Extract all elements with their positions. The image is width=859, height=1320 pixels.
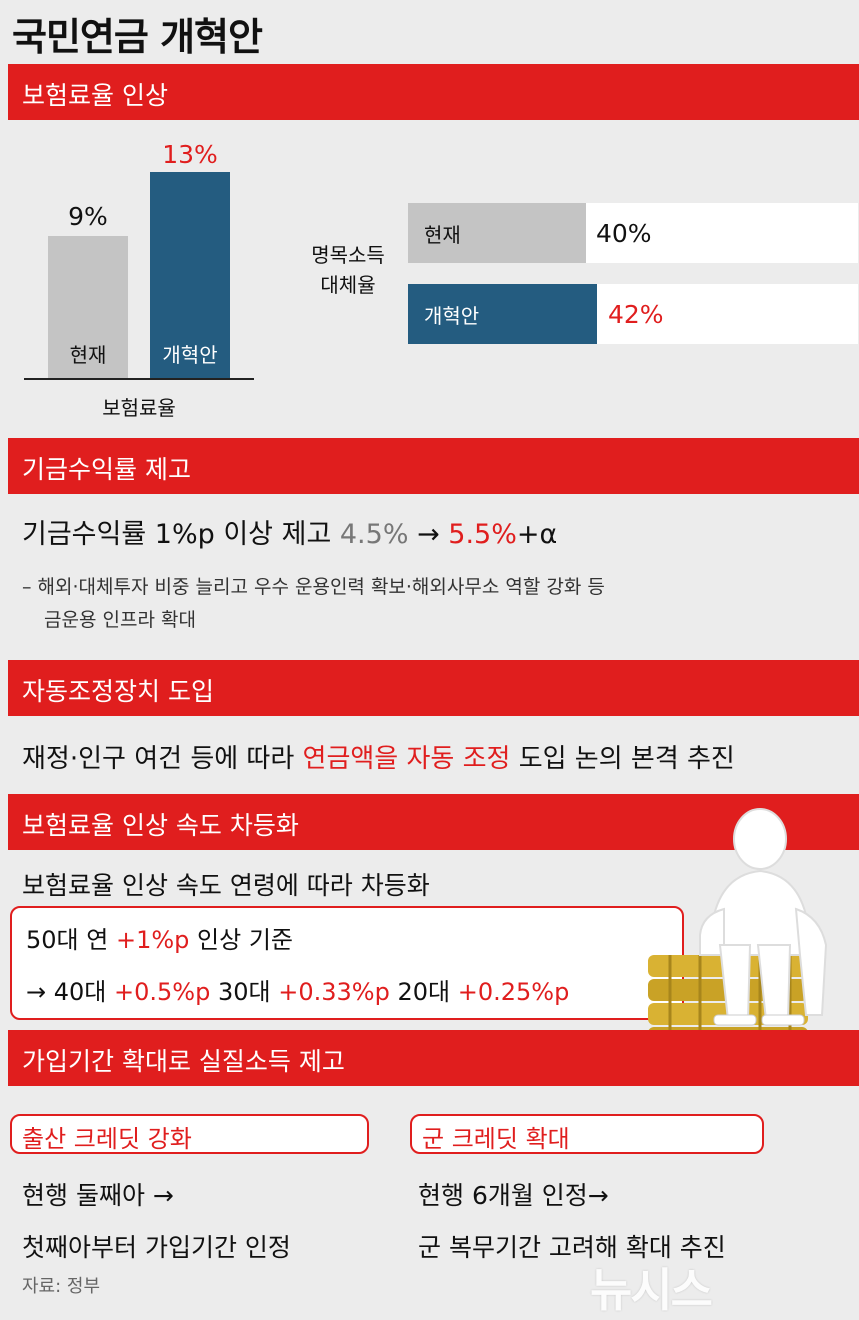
- fund-detail-line2: 금운용 인프라 확대: [44, 609, 196, 631]
- military-credit-line2: 군 복무기간 고려해 확대 추진: [418, 1233, 726, 1262]
- current-replacement-label: 현재: [424, 223, 461, 247]
- current-replacement-value: 40%: [596, 219, 652, 248]
- section-header-auto: 자동조정장치 도입: [8, 660, 859, 716]
- axis-label: 보험료율: [102, 396, 176, 420]
- fund-from: 4.5%: [339, 519, 409, 550]
- reform-bar-label: 개혁안: [162, 343, 218, 367]
- birth-credit-line2: 첫째아부터 가입기간 인정: [22, 1233, 291, 1262]
- speed-l2-20: +0.25%p: [457, 978, 570, 1006]
- speed-l1-c: 인상 기준: [197, 926, 293, 954]
- source-note: 자료: 정부: [22, 1276, 101, 1297]
- military-credit-pill: 군 크레딧 확대: [410, 1114, 764, 1154]
- reform-replacement-value: 42%: [608, 300, 664, 329]
- auto-post: 도입 논의 본격 추진: [518, 744, 735, 774]
- reform-replacement-label: 개혁안: [424, 304, 480, 328]
- fund-arrow: →: [417, 519, 440, 550]
- section-title: 자동조정장치 도입: [22, 677, 214, 706]
- section-header-speed: 보험료율 인상 속도 차등화: [8, 794, 859, 850]
- reform-premium-value: 13%: [162, 140, 218, 169]
- reform-premium-bar: 개혁안: [150, 172, 230, 378]
- birth-credit-title: 출산 크레딧 강화: [22, 1125, 192, 1153]
- axis-line: [24, 378, 254, 380]
- current-replacement-bar: [408, 203, 586, 263]
- section-title: 가입기간 확대로 실질소득 제고: [22, 1047, 345, 1076]
- current-premium-value: 9%: [68, 202, 108, 231]
- speed-box: 50대 연 +1%p 인상 기준 → 40대 +0.5%p 30대 +0.33%…: [10, 906, 684, 1020]
- current-bar-label: 현재: [69, 343, 107, 367]
- military-credit-line1: 현행 6개월 인정→: [418, 1181, 609, 1210]
- speed-l2-20label: 20대: [397, 978, 451, 1006]
- speed-l2-40: +0.5%p: [114, 978, 211, 1006]
- birth-credit-line1: 현행 둘째아 →: [22, 1181, 174, 1210]
- fund-plus: +α: [516, 519, 558, 550]
- section-header-credits: 가입기간 확대로 실질소득 제고: [8, 1030, 859, 1086]
- speed-line1: 50대 연 +1%p 인상 기준: [26, 920, 293, 955]
- speed-l2-30: +0.33%p: [278, 978, 390, 1006]
- watermark-logo: 뉴시스: [590, 1263, 713, 1317]
- fund-to: 5.5%: [448, 519, 517, 550]
- auto-pre: 재정·인구 여건 등에 따라: [22, 744, 295, 774]
- speed-line2: → 40대 +0.5%p 30대 +0.33%p 20대 +0.25%p: [26, 972, 569, 1007]
- premium-bar-chart: 9% 13% 현재 개혁안 보험료율: [0, 130, 260, 430]
- reform-replacement-bar: [408, 284, 597, 344]
- speed-l1-b: +1%p: [115, 926, 190, 954]
- speed-l2-arrow: → 40대: [26, 978, 107, 1006]
- auto-adjust-text: 재정·인구 여건 등에 따라 연금액을 자동 조정 도입 논의 본격 추진: [22, 738, 735, 775]
- current-replacement-row: 현재 40%: [408, 203, 858, 263]
- speed-l1-a: 50대 연: [26, 926, 109, 954]
- fund-lead: 기금수익률 1%p 이상 제고: [22, 519, 332, 550]
- replacement-label: 명목소득 대체율: [298, 240, 398, 300]
- fund-detail-line1: – 해외·대체투자 비중 늘리고 우수 운용인력 확보·해외사무소 역할 강화 …: [22, 576, 605, 598]
- fund-detail: – 해외·대체투자 비중 늘리고 우수 운용인력 확보·해외사무소 역할 강화 …: [22, 572, 605, 632]
- replacement-label-line1: 명목소득: [311, 243, 385, 267]
- section-title: 기금수익률 제고: [22, 455, 191, 484]
- speed-lead: 보험료율 인상 속도 연령에 따라 차등화: [22, 871, 430, 900]
- military-credit-title: 군 크레딧 확대: [422, 1125, 570, 1153]
- reform-replacement-row: 개혁안 42%: [408, 284, 858, 344]
- fund-return-headline: 기금수익률 1%p 이상 제고 4.5% → 5.5%+α: [22, 512, 557, 551]
- section-header-fund: 기금수익률 제고: [8, 438, 859, 494]
- replacement-label-line2: 대체율: [320, 273, 376, 297]
- person-icon: [699, 808, 828, 1026]
- current-premium-bar: 현재: [48, 236, 128, 378]
- auto-highlight: 연금액을 자동 조정: [302, 744, 511, 774]
- section-header-premium: 보험료율 인상: [8, 64, 859, 120]
- section-title: 보험료율 인상: [22, 81, 168, 110]
- section-title: 보험료율 인상 속도 차등화: [22, 811, 299, 840]
- page-title: 국민연금 개혁안: [12, 15, 263, 59]
- speed-l2-30label: 30대: [217, 978, 271, 1006]
- birth-credit-pill: 출산 크레딧 강화: [10, 1114, 369, 1154]
